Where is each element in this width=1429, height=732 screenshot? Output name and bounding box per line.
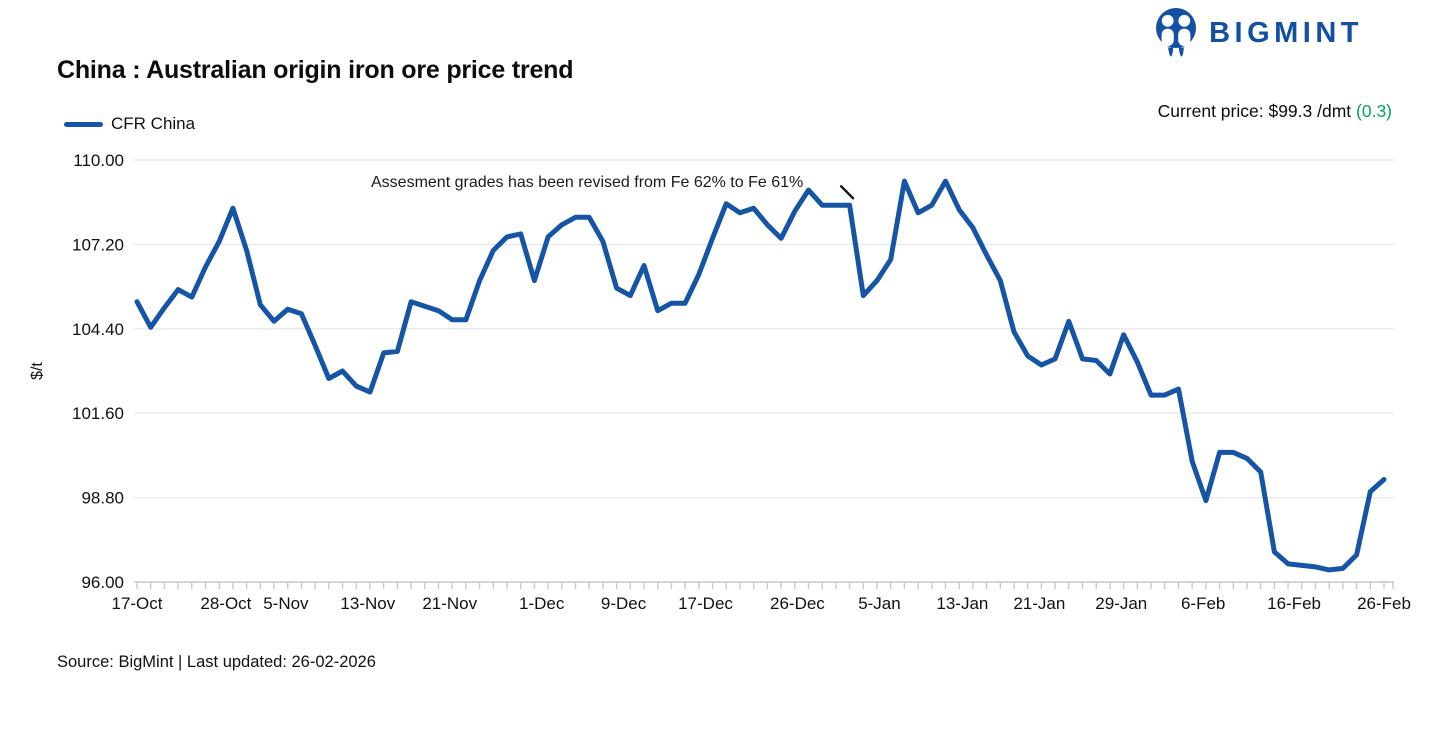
x-tick-label: 21-Jan <box>1013 594 1065 613</box>
y-tick-label: 110.00 <box>73 151 124 170</box>
y-tick-label: 104.40 <box>72 320 124 339</box>
page-title: China : Australian origin iron ore price… <box>57 56 574 84</box>
legend-label: CFR China <box>111 114 196 133</box>
x-tick-label: 1-Dec <box>519 594 565 613</box>
bigmint-logo-text: BIGMINT <box>1209 16 1363 49</box>
x-tick-label: 17-Oct <box>111 594 162 613</box>
chart-legend: CFR China <box>64 114 195 134</box>
legend-line-swatch <box>64 121 103 127</box>
annotation-callout <box>839 185 855 200</box>
y-tick-label: 98.80 <box>81 489 124 508</box>
bigmint-logo-icon <box>1156 8 1197 57</box>
x-tick-label: 13-Jan <box>936 594 988 613</box>
x-tick-label: 26-Dec <box>770 594 825 613</box>
y-axis-title: $/t <box>29 362 46 380</box>
x-tick-label: 13-Nov <box>340 594 395 613</box>
current-price: Current price: $99.3 /dmt (0.3) <box>1158 101 1392 122</box>
source-note: Source: BigMint | Last updated: 26-02-20… <box>57 653 376 671</box>
x-tick-label: 17-Dec <box>678 594 733 613</box>
x-tick-label: 29-Jan <box>1095 594 1147 613</box>
current-price-text: Current price: $99.3 /dmt <box>1157 101 1357 121</box>
y-tick-label: 101.60 <box>72 404 124 423</box>
x-tick-label: 21-Nov <box>422 594 477 613</box>
x-tick-label: 16-Feb <box>1267 594 1321 613</box>
x-tick-label: 28-Oct <box>200 594 251 613</box>
bigmint-logo: BIGMINT <box>1152 6 1363 60</box>
x-tick-label: 5-Jan <box>858 594 901 613</box>
x-tick-label: 5-Nov <box>263 594 309 613</box>
current-price-change: (0.3) <box>1356 101 1392 121</box>
x-tick-label: 9-Dec <box>601 594 647 613</box>
y-tick-label: 96.00 <box>81 573 124 592</box>
x-tick-label: 6-Feb <box>1181 594 1225 613</box>
price-line <box>134 178 1387 573</box>
x-tick-label: 26-Feb <box>1357 594 1411 613</box>
y-tick-label: 107.20 <box>72 235 124 254</box>
annotation-text: Assesment grades has been revised from F… <box>371 174 803 191</box>
